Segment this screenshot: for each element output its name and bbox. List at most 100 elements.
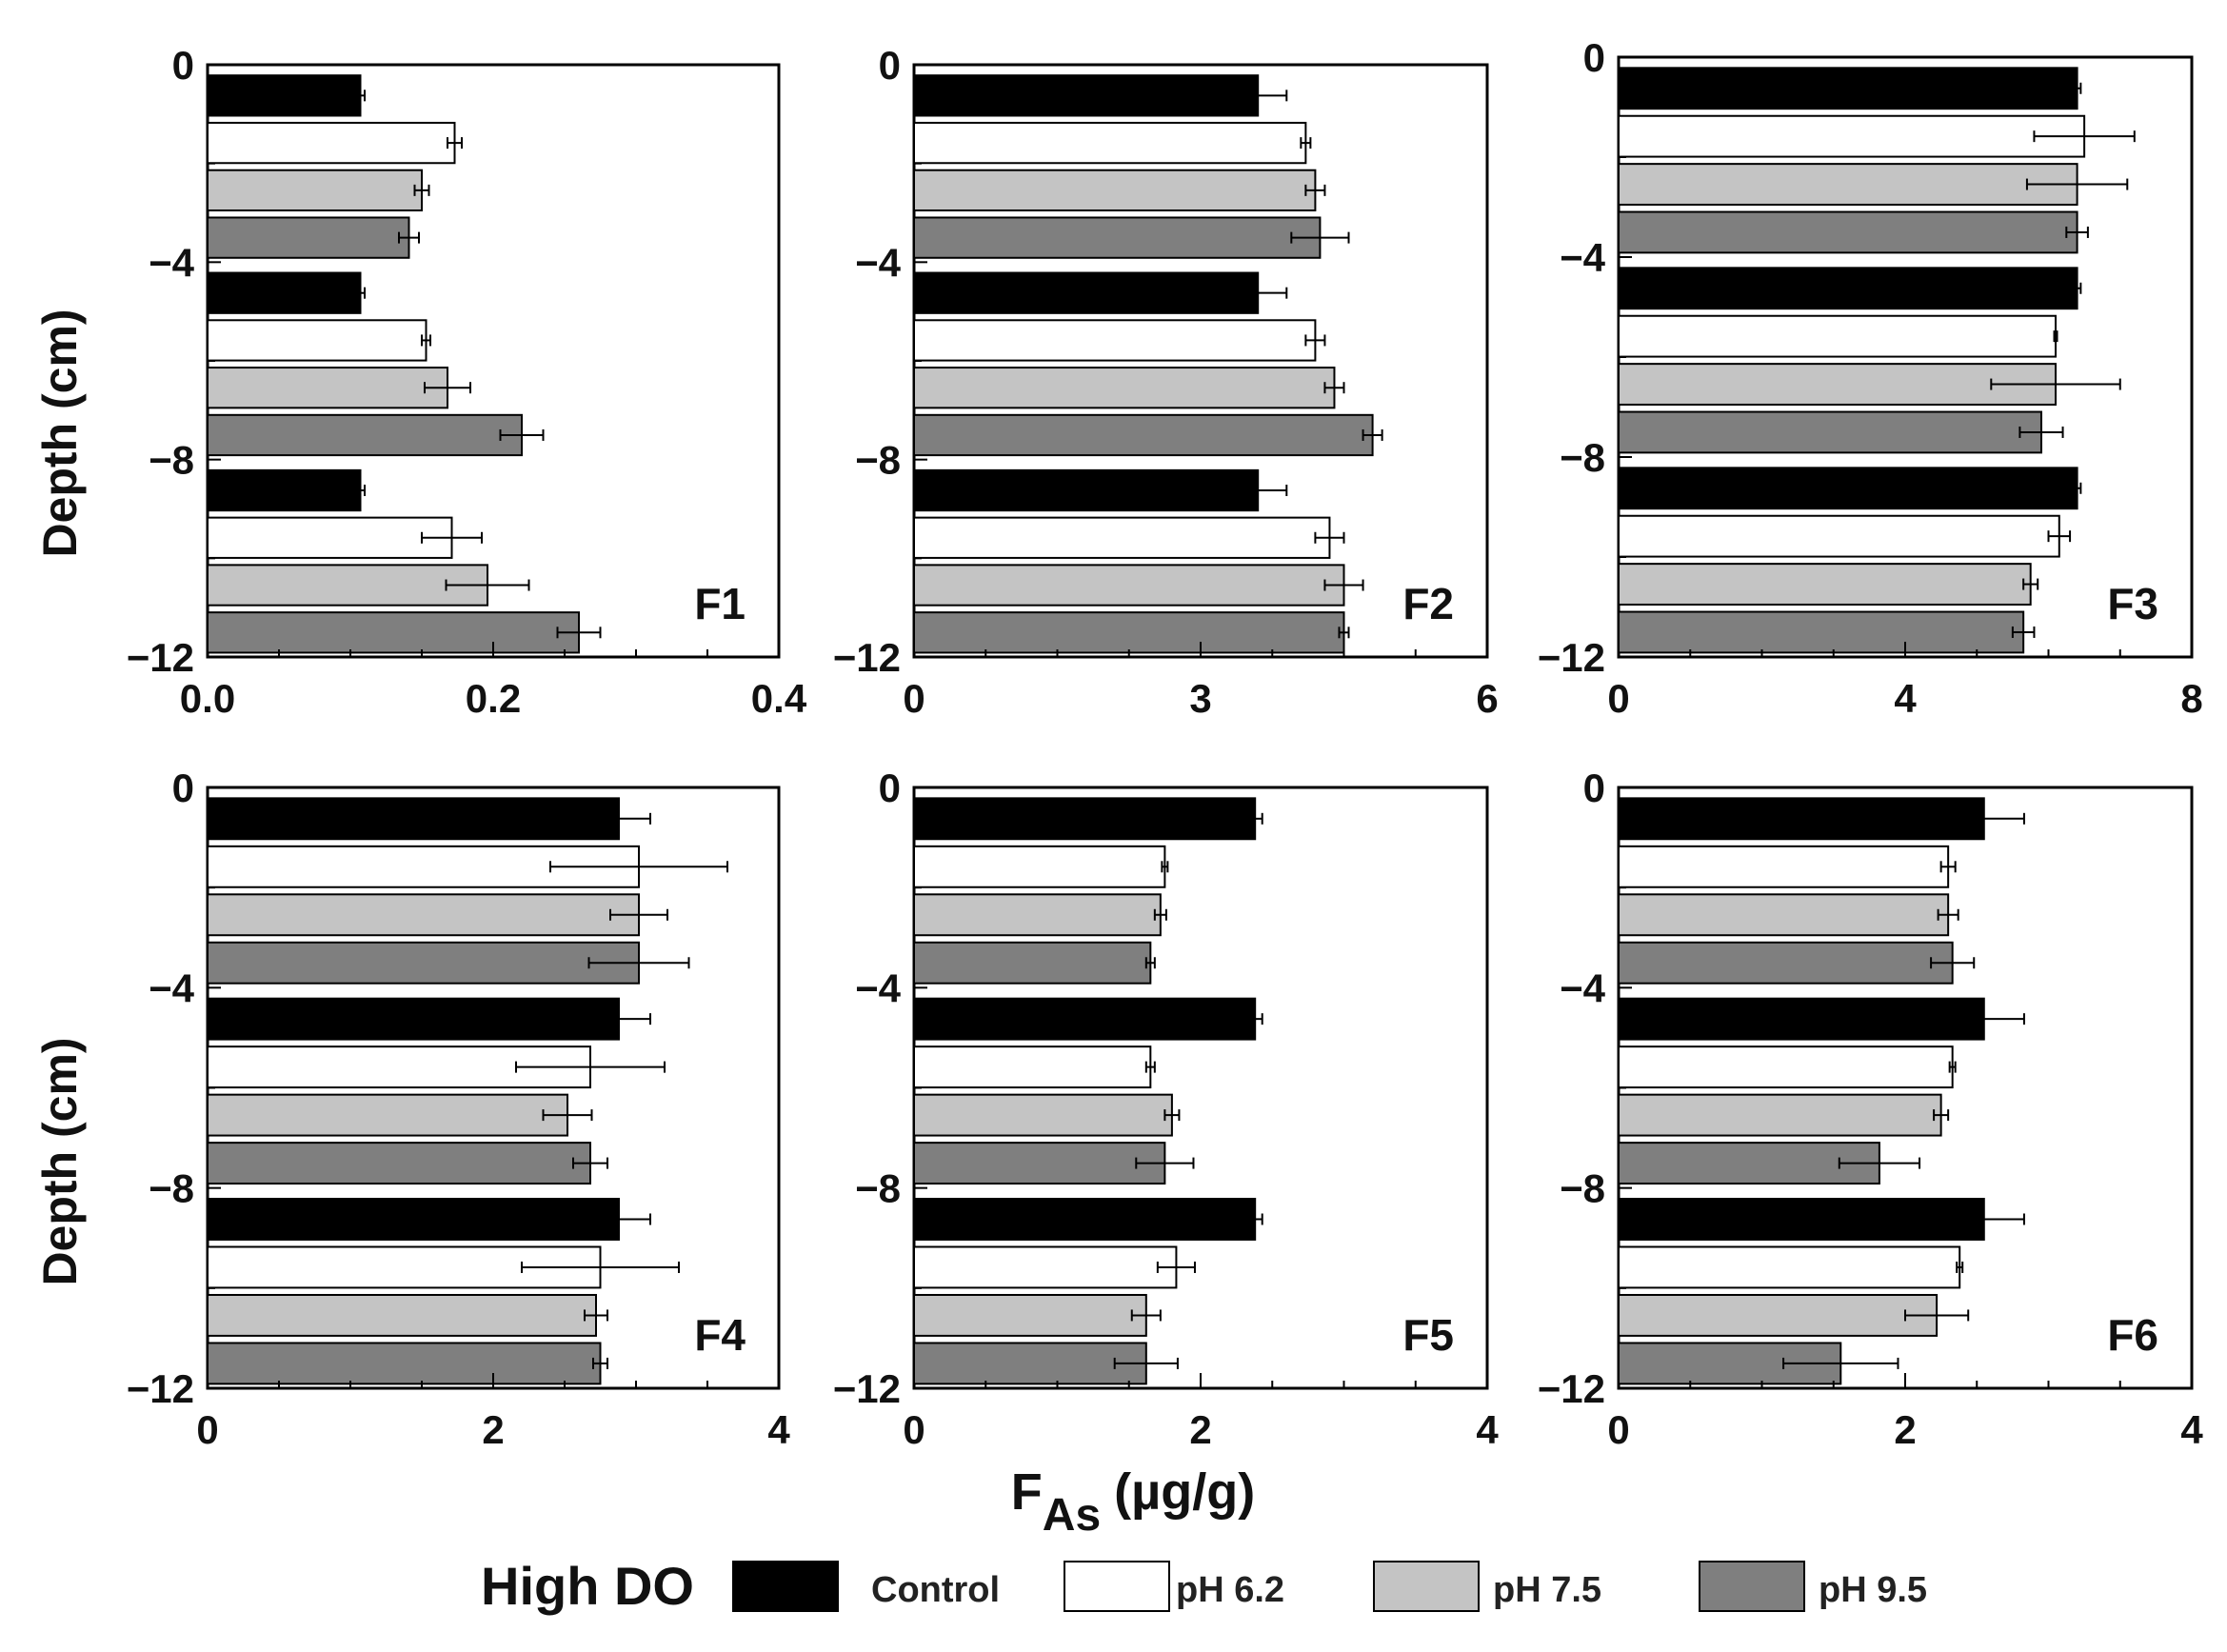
y-axis-title-top: Depth (cm) bbox=[33, 309, 87, 557]
x-tick-label: 2 bbox=[1894, 1407, 1916, 1452]
x-tick-label: 4 bbox=[1476, 1407, 1499, 1452]
y-tick-label: 0 bbox=[1583, 35, 1605, 80]
bar-control-group2 bbox=[1618, 267, 2078, 310]
legend-swatch-ph75 bbox=[1373, 1561, 1480, 1612]
bar-ph75-group3 bbox=[913, 1293, 1147, 1337]
y-tick-label: 0 bbox=[172, 766, 194, 810]
panel-label: F6 bbox=[2107, 1310, 2158, 1360]
x-tick-label: 0 bbox=[903, 1407, 925, 1452]
bar-control-group2 bbox=[913, 271, 1260, 314]
y-tick-label: −4 bbox=[855, 240, 902, 285]
bar-ph75-group2 bbox=[207, 367, 448, 409]
y-tick-label: −4 bbox=[855, 965, 902, 1010]
x-tick-label: 6 bbox=[1476, 676, 1498, 721]
legend: High DO Control pH 6.2 pH 7.5 pH 9.5 bbox=[481, 1556, 1927, 1616]
y-tick-label: −12 bbox=[833, 1366, 901, 1411]
y-tick-label: −8 bbox=[149, 1166, 194, 1211]
panel-5: 0 2 4 0 −4 −8 −12 F5 bbox=[833, 766, 1500, 1452]
x-axis-title: FAs (µg/g) bbox=[1011, 1463, 1255, 1541]
bar-control-group1 bbox=[1618, 67, 2078, 110]
y-tick-label: 0 bbox=[879, 766, 901, 810]
bar-control-group3 bbox=[913, 1198, 1257, 1241]
panel-4: 0 2 4 0 −4 −8 −12 F4 bbox=[127, 766, 791, 1452]
x-axis-title-main: F bbox=[1011, 1463, 1043, 1521]
legend-swatch-control bbox=[732, 1561, 839, 1612]
panel-label: F5 bbox=[1402, 1310, 1454, 1360]
bar-ph95-group3 bbox=[913, 1342, 1147, 1385]
x-axis-title-unit: (µg/g) bbox=[1114, 1463, 1255, 1521]
bar-ph95-group2 bbox=[913, 1142, 1166, 1185]
y-tick-label: −8 bbox=[855, 438, 901, 483]
bar-ph95-group2 bbox=[913, 413, 1374, 457]
bar-ph75-group1 bbox=[207, 893, 640, 937]
bar-control-group2 bbox=[207, 997, 620, 1041]
bar-ph95-group1 bbox=[207, 941, 640, 985]
bar-ph75-group3 bbox=[1618, 563, 2032, 606]
x-tick-label: 8 bbox=[2180, 676, 2202, 721]
y-tick-label: 0 bbox=[879, 43, 901, 88]
bar-ph95-group3 bbox=[207, 1342, 602, 1385]
bar-ph62-group1 bbox=[913, 845, 1166, 888]
bar-ph75-group1 bbox=[913, 169, 1317, 212]
legend-label-ph75: pH 7.5 bbox=[1493, 1570, 1601, 1610]
panels: 0.0 0.2 0.4 0 −4 −8 −12 F1 0 3 6 0 −4 −8 −12 F2 0 4 8 0 −4 −8… bbox=[127, 35, 2204, 1452]
x-tick-label: 0.4 bbox=[751, 676, 807, 721]
bar-ph75-group3 bbox=[913, 564, 1345, 607]
y-tick-label: −12 bbox=[127, 635, 194, 680]
y-tick-label: −12 bbox=[1538, 1366, 1605, 1411]
bar-control-group1 bbox=[913, 797, 1257, 841]
panel-3: 0 4 8 0 −4 −8 −12 F3 bbox=[1538, 35, 2203, 721]
y-tick-label: −4 bbox=[149, 240, 195, 285]
y-tick-label: −8 bbox=[1560, 435, 1605, 480]
y-tick-label: −4 bbox=[1560, 965, 1606, 1010]
legend-swatch-ph95 bbox=[1699, 1561, 1805, 1612]
bar-ph62-group2 bbox=[207, 319, 428, 362]
y-tick-label: −12 bbox=[1538, 635, 1605, 680]
legend-label-ph62: pH 6.2 bbox=[1176, 1570, 1284, 1610]
bar-control-group1 bbox=[913, 74, 1260, 117]
y-tick-label: −8 bbox=[855, 1166, 901, 1211]
panel-label: F4 bbox=[694, 1310, 746, 1360]
y-tick-label: 0 bbox=[172, 43, 194, 88]
bar-ph62-group2 bbox=[913, 319, 1317, 362]
bar-ph62-group3 bbox=[913, 516, 1331, 559]
bar-ph75-group3 bbox=[207, 1293, 597, 1337]
bar-ph95-group2 bbox=[1618, 410, 2042, 454]
bar-ph95-group3 bbox=[1618, 610, 2025, 654]
panel-label: F1 bbox=[694, 579, 746, 628]
bar-control-group3 bbox=[207, 468, 362, 512]
y-tick-label: 0 bbox=[1583, 766, 1605, 810]
panel-6: 0 2 4 0 −4 −8 −12 F6 bbox=[1538, 766, 2204, 1452]
bar-ph62-group2 bbox=[1618, 1045, 1954, 1089]
y-tick-label: −4 bbox=[1560, 235, 1606, 280]
x-tick-label: 4 bbox=[2180, 1407, 2203, 1452]
bar-ph75-group3 bbox=[1618, 1293, 1939, 1337]
x-tick-label: 0 bbox=[903, 676, 925, 721]
bar-ph75-group1 bbox=[1618, 893, 1950, 937]
bar-ph62-group3 bbox=[207, 516, 453, 559]
x-tick-label: 0 bbox=[1607, 1407, 1629, 1452]
y-tick-label: −8 bbox=[149, 438, 194, 483]
bar-ph62-group3 bbox=[1618, 514, 2060, 558]
y-tick-label: −12 bbox=[833, 635, 901, 680]
panel-label: F2 bbox=[1402, 579, 1454, 628]
bar-ph95-group1 bbox=[913, 216, 1322, 259]
x-tick-label: 4 bbox=[1894, 676, 1917, 721]
bar-ph95-group1 bbox=[913, 941, 1152, 985]
bar-control-group3 bbox=[913, 468, 1260, 512]
y-tick-label: −4 bbox=[149, 965, 195, 1010]
bar-ph95-group3 bbox=[207, 611, 580, 654]
bar-control-group1 bbox=[207, 74, 362, 117]
x-tick-label: 0.2 bbox=[466, 676, 521, 721]
y-tick-label: −8 bbox=[1560, 1166, 1605, 1211]
x-tick-label: 3 bbox=[1189, 676, 1211, 721]
bar-control-group2 bbox=[913, 997, 1257, 1041]
bar-control-group3 bbox=[207, 1198, 620, 1241]
x-tick-label: 0 bbox=[1607, 676, 1629, 721]
x-axis-title-sub: As bbox=[1043, 1490, 1101, 1541]
bar-ph75-group1 bbox=[207, 169, 423, 212]
bar-ph62-group2 bbox=[1618, 314, 2058, 358]
bar-control-group1 bbox=[207, 797, 620, 841]
bar-ph75-group2 bbox=[207, 1093, 568, 1137]
